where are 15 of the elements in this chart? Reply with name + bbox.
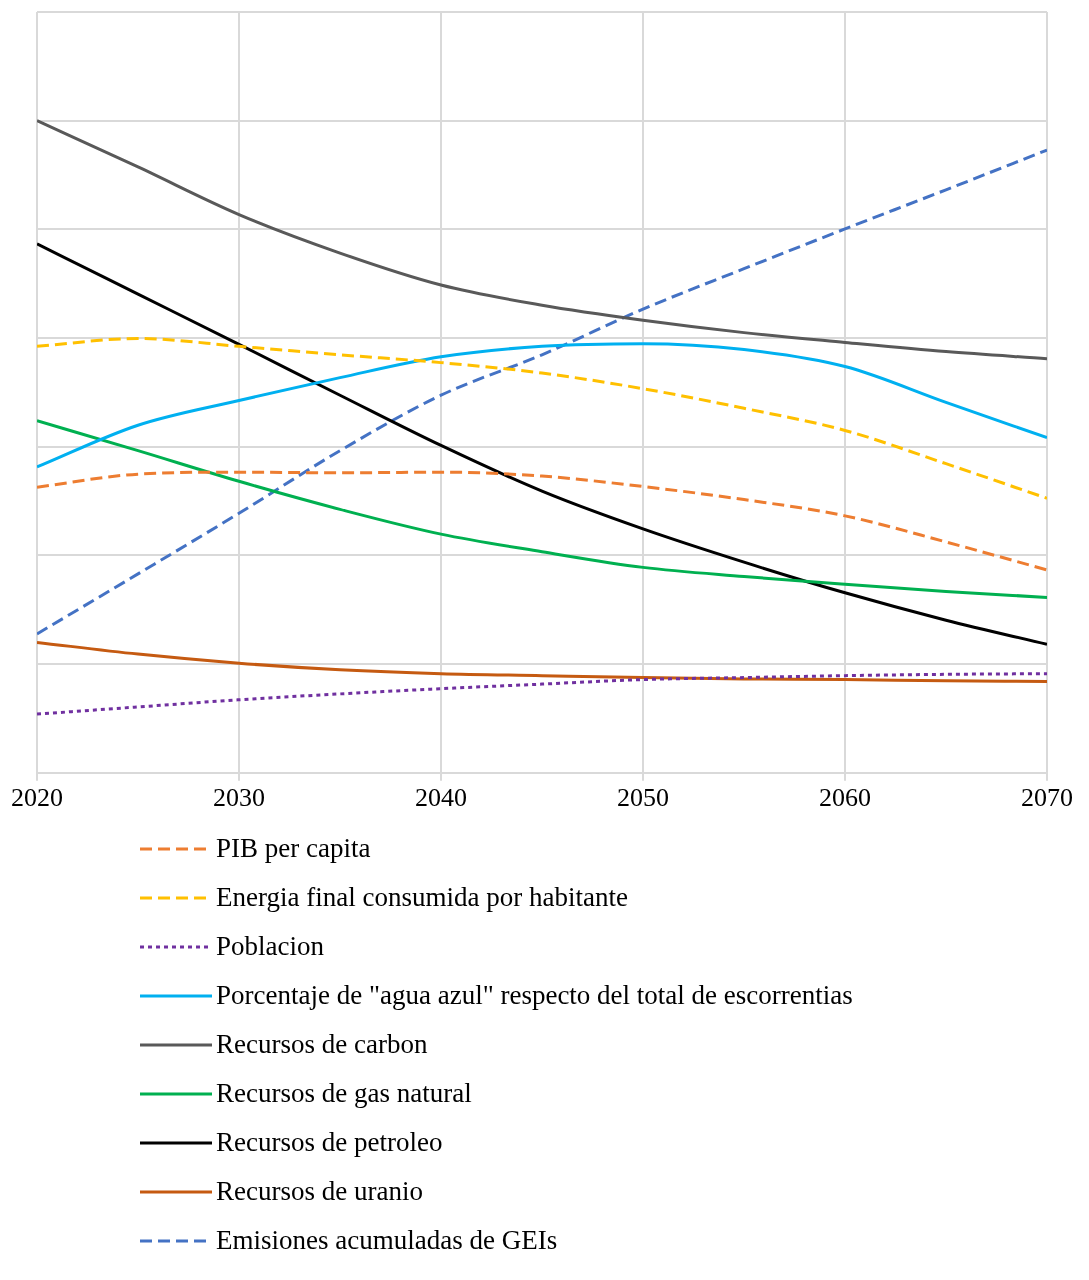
legend-label: PIB per capita [216, 833, 371, 864]
legend-label: Recursos de gas natural [216, 1078, 472, 1109]
x-tick-label: 2050 [617, 783, 669, 813]
x-tick-label: 2070 [1021, 783, 1073, 813]
legend-label: Recursos de petroleo [216, 1127, 443, 1158]
legend-label: Poblacion [216, 931, 324, 962]
x-tick-label: 2020 [11, 783, 63, 813]
legend-label: Energia final consumida por habitante [216, 882, 628, 913]
x-tick-label: 2040 [415, 783, 467, 813]
legend-label: Recursos de uranio [216, 1176, 423, 1207]
legend-label: Porcentaje de "agua azul" respecto del total de escorrentias [216, 980, 853, 1011]
legend-label: Recursos de carbon [216, 1029, 428, 1060]
x-tick-label: 2030 [213, 783, 265, 813]
legend-label: Emisiones acumuladas de GEIs [216, 1225, 558, 1256]
x-tick-label: 2060 [819, 783, 871, 813]
